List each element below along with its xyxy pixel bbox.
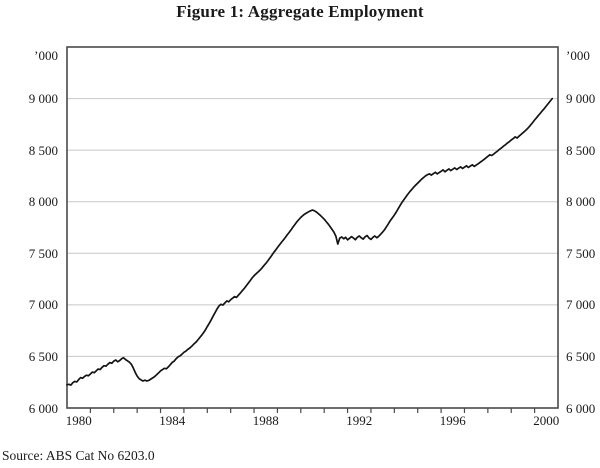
y-axis-label-right: 6 500	[566, 348, 596, 364]
y-axis-label-left: 7 000	[28, 297, 58, 313]
y-axis-label-left: 6 000	[28, 400, 58, 416]
x-axis-label: 1984	[159, 413, 186, 428]
chart-title: Figure 1: Aggregate Employment	[176, 2, 424, 21]
y-axis-label-right: 6 000	[566, 400, 596, 416]
y-axis-label-left: 8 500	[28, 142, 58, 158]
y-axis-label-left: 7 500	[28, 245, 58, 261]
y-axis-label-left: 8 000	[28, 194, 58, 210]
employment-series-line	[66, 97, 554, 386]
x-axis-label: 1996	[439, 413, 466, 428]
x-axis-label: 1992	[346, 413, 373, 428]
y-axis-label-right: 8 500	[566, 142, 596, 158]
y-axis-label-right: 7 500	[566, 245, 596, 261]
x-axis-label: 1980	[65, 413, 92, 428]
x-axis-label: 1988	[252, 413, 279, 428]
y-axis-label-left: 6 500	[28, 348, 58, 364]
y-axis-label-right: 8 000	[566, 194, 596, 210]
y-axis-unit-label-right: ’000	[566, 48, 590, 63]
y-axis-label-right: 7 000	[566, 297, 596, 313]
plot-frame	[66, 46, 559, 409]
source-note: Source: ABS Cat No 6203.0	[2, 448, 155, 463]
y-axis-label-left: 9 000	[28, 91, 58, 107]
y-axis-label-right: 9 000	[566, 91, 596, 107]
y-axis-unit-label-left: ’000	[34, 48, 58, 63]
x-axis-label: 2000	[533, 413, 560, 428]
